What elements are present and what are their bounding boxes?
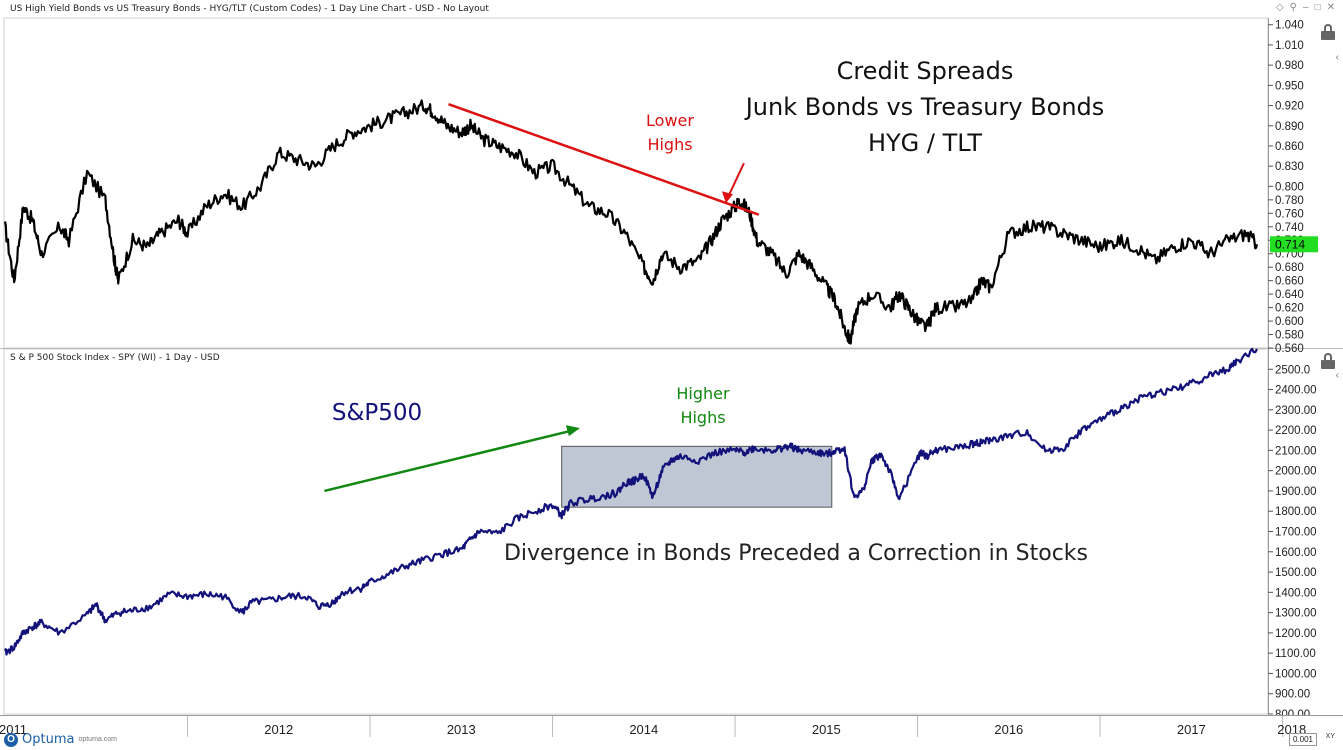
y-tick-label: 1700.00	[1275, 527, 1317, 539]
y-tick-label: 2100.00	[1275, 445, 1317, 457]
y-tick-label: 1500.00	[1275, 567, 1317, 579]
y-tick-label: 0.740	[1275, 222, 1304, 234]
y-tick-label: 0.620	[1275, 303, 1304, 315]
annotation-higher-highs: Higher	[676, 384, 730, 403]
close-icon[interactable]: ✕	[1326, 2, 1335, 13]
annotation-lower-highs: Lower	[646, 111, 694, 130]
chevron-left-icon[interactable]: ‹	[1335, 52, 1339, 63]
y-tick-label: 1.010	[1275, 40, 1304, 52]
lock-icon[interactable]	[1321, 24, 1335, 40]
highlight-range-box	[561, 445, 833, 508]
pin-icon[interactable]: ⚲	[1289, 2, 1297, 13]
y-tick-label: 0.760	[1275, 208, 1304, 220]
last-value-label: 0.714	[1275, 237, 1305, 251]
y-tick-label: 0.580	[1275, 330, 1304, 342]
y-tick-label: 2200.00	[1275, 425, 1317, 437]
diamond-icon[interactable]: ◇	[1275, 2, 1284, 13]
lower-chart-title: S&P500	[332, 400, 422, 426]
y-tick-label: 1100.00	[1275, 648, 1316, 660]
logo-site: optuma.com	[78, 736, 117, 743]
y-tick-label: 2300.00	[1275, 405, 1317, 417]
higher-highs-trendline	[324, 429, 571, 493]
y-tick-label: 2000.00	[1275, 466, 1317, 478]
chevron-left-icon[interactable]: ‹	[1335, 370, 1339, 381]
y-tick-label: 0.660	[1275, 276, 1304, 288]
y-tick-label: 1300.00	[1275, 608, 1317, 620]
y-tick-label: 0.560	[1275, 343, 1304, 355]
y-tick-label: 0.860	[1275, 141, 1304, 153]
x-tick-label: 2017	[1177, 722, 1206, 737]
y-tick-label: 1.040	[1275, 20, 1304, 32]
y-tick-label: 1900.00	[1275, 486, 1317, 498]
logo-text: Optuma	[22, 732, 75, 747]
lower-highs-arrow	[727, 162, 745, 198]
y-tick-label: 0.680	[1275, 262, 1304, 274]
window-toolbar: ◇ ⚲ – □ ✕	[1276, 2, 1335, 13]
x-axis-band	[0, 715, 1343, 737]
xy-mode-toggle[interactable]: XY	[1325, 733, 1335, 740]
spx-line	[4, 347, 1258, 656]
y-tick-label: 1400.00	[1275, 587, 1317, 599]
annotation-divergence: Divergence in Bonds Preceded a Correctio…	[504, 541, 1088, 566]
lower-panel-title: S & P 500 Stock Index - SPY (WI) - 1 Day…	[10, 353, 220, 363]
y-tick-label: 0.920	[1275, 101, 1304, 113]
minimize-icon[interactable]: –	[1303, 2, 1309, 13]
y-tick-label: 0.980	[1275, 60, 1304, 72]
chart-subtitle: Junk Bonds vs Treasury Bonds	[744, 93, 1105, 121]
upper-plot-frame	[3, 17, 1269, 349]
lower-highs-arrowhead	[721, 191, 733, 204]
x-tick-label: 2015	[812, 722, 841, 737]
upper-panel-title: US High Yield Bonds vs US Treasury Bonds…	[10, 4, 489, 14]
y-tick-label: 0.600	[1275, 316, 1304, 328]
y-tick-label: 0.890	[1275, 121, 1304, 133]
y-tick-label: 0.780	[1275, 195, 1304, 207]
x-tick-label: 2012	[264, 722, 293, 737]
restore-icon[interactable]: □	[1314, 2, 1321, 13]
annotation-higher-highs: Highs	[680, 408, 725, 427]
y-tick-label: 0.640	[1275, 289, 1304, 301]
scale-input[interactable]: 0.001	[1288, 733, 1317, 746]
y-tick-label: 1800.00	[1275, 506, 1317, 518]
annotation-lower-highs: Highs	[647, 135, 692, 154]
y-tick-label: 900.00	[1275, 689, 1310, 701]
last-value-badge	[1270, 236, 1318, 253]
x-tick-label: 2016	[994, 722, 1023, 737]
higher-highs-arrowhead	[565, 425, 580, 437]
x-tick-label: 2013	[447, 722, 476, 737]
optuma-logo-icon: O	[4, 732, 18, 747]
lock-icon[interactable]	[1321, 353, 1335, 369]
y-tick-label: 0.830	[1275, 161, 1304, 173]
chart-title: Credit Spreads	[837, 57, 1014, 85]
y-tick-label: 1600.00	[1275, 547, 1317, 559]
y-tick-label: 1000.00	[1275, 668, 1317, 680]
y-tick-label: 0.800	[1275, 181, 1304, 193]
optuma-logo: O Optuma optuma.com	[4, 732, 117, 747]
lower-plot-frame	[3, 348, 1269, 715]
x-tick-label: 2014	[629, 722, 658, 737]
y-tick-label: 2400.00	[1275, 385, 1317, 397]
chart-subtitle: HYG / TLT	[868, 129, 982, 157]
y-tick-label: 1200.00	[1275, 628, 1317, 640]
hyg-tlt-line	[3, 99, 1259, 345]
y-tick-label: 2500.0	[1275, 364, 1310, 376]
y-tick-label: 0.950	[1275, 80, 1304, 92]
lower-highs-trendline	[448, 103, 760, 216]
